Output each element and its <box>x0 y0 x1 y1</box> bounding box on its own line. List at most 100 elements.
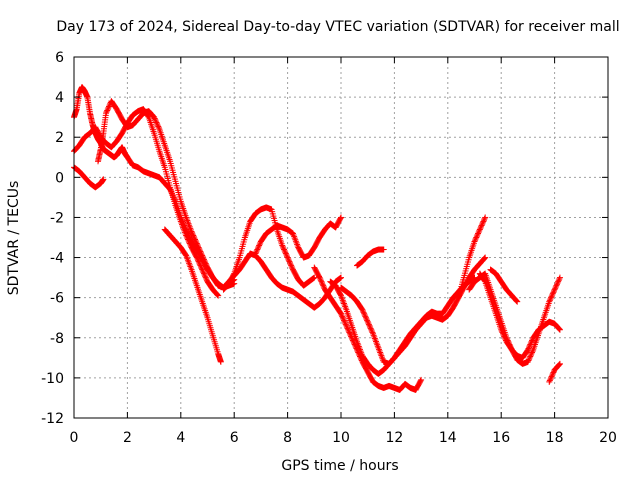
data-point <box>553 282 560 289</box>
y-tick-label: 2 <box>55 130 64 146</box>
data-points <box>71 84 563 393</box>
data-point <box>344 325 351 332</box>
data-point <box>339 314 346 321</box>
x-tick-label: 8 <box>283 430 292 446</box>
data-point <box>100 176 107 183</box>
data-point <box>280 245 287 252</box>
data-point <box>284 253 291 260</box>
data-point <box>556 360 563 367</box>
data-point <box>338 310 344 317</box>
chart-title: Day 173 of 2024, Sidereal Day-to-day VTE… <box>56 19 619 35</box>
data-point <box>475 230 482 237</box>
x-tick-label: 4 <box>176 430 185 446</box>
data-point <box>527 341 534 348</box>
y-tick-label: 4 <box>55 90 64 106</box>
data-point <box>476 227 483 234</box>
data-point <box>556 326 563 333</box>
data-point <box>320 283 327 290</box>
data-point <box>367 324 374 331</box>
data-point <box>548 294 555 301</box>
axis-ticks <box>73 56 609 419</box>
data-point <box>548 374 555 381</box>
data-point <box>215 292 222 299</box>
data-point <box>338 214 344 221</box>
data-point <box>190 232 197 239</box>
data-point <box>473 234 480 241</box>
data-point <box>186 239 193 246</box>
data-point <box>480 218 487 225</box>
data-point <box>551 287 558 294</box>
data-point <box>554 279 561 286</box>
data-point <box>152 118 159 125</box>
data-point <box>286 258 293 265</box>
data-point <box>282 250 289 257</box>
data-point <box>549 291 556 298</box>
data-point <box>366 322 373 329</box>
data-point <box>286 259 293 266</box>
data-point <box>556 326 563 333</box>
data-point <box>478 223 485 230</box>
data-point <box>285 257 292 264</box>
data-point <box>498 326 505 333</box>
data-point <box>252 250 259 257</box>
data-point <box>472 237 479 244</box>
data-point <box>555 325 562 332</box>
data-point <box>199 252 206 259</box>
data-point <box>418 376 425 383</box>
x-tick-label: 12 <box>385 430 403 446</box>
data-point <box>338 312 345 319</box>
data-point <box>369 329 376 336</box>
data-point <box>359 306 366 313</box>
data-point <box>476 226 483 233</box>
data-point <box>346 330 353 337</box>
data-point <box>525 345 532 352</box>
data-point <box>194 241 201 248</box>
data-point <box>200 270 207 277</box>
data-point <box>287 261 294 268</box>
data-point <box>481 255 488 262</box>
data-point <box>196 259 203 266</box>
data-point <box>362 314 369 321</box>
data-point <box>200 256 207 263</box>
data-point <box>183 233 190 240</box>
data-point <box>192 237 199 244</box>
data-point <box>365 320 372 327</box>
x-tick-label: 10 <box>332 430 350 446</box>
data-point <box>318 278 325 285</box>
data-point <box>197 249 204 256</box>
data-point <box>478 222 485 229</box>
data-point <box>526 356 533 363</box>
data-point <box>316 274 323 281</box>
data-point <box>185 237 192 244</box>
data-point <box>193 239 200 246</box>
data-point <box>197 262 204 269</box>
x-tick-label: 6 <box>230 430 239 446</box>
data-point <box>285 255 292 262</box>
data-point <box>556 274 563 281</box>
data-point <box>217 358 224 365</box>
data-point <box>202 259 209 266</box>
data-point <box>213 291 220 298</box>
y-axis-label: SDTVAR / TECUs <box>6 181 22 296</box>
data-point <box>500 332 507 339</box>
data-point <box>193 240 200 247</box>
data-point <box>153 119 160 126</box>
data-point <box>198 251 205 258</box>
data-point <box>201 257 208 264</box>
data-point <box>201 271 208 278</box>
data-point <box>549 370 556 377</box>
data-point <box>202 274 209 281</box>
data-point <box>417 378 424 385</box>
data-point <box>524 358 531 365</box>
data-point <box>548 373 555 380</box>
data-point <box>481 215 488 222</box>
data-point <box>343 322 350 329</box>
data-point <box>526 354 533 361</box>
data-point <box>184 235 191 242</box>
data-point <box>106 103 113 110</box>
data-point <box>349 336 356 343</box>
data-point <box>365 321 372 328</box>
data-point <box>546 298 553 305</box>
data-point <box>498 328 505 335</box>
